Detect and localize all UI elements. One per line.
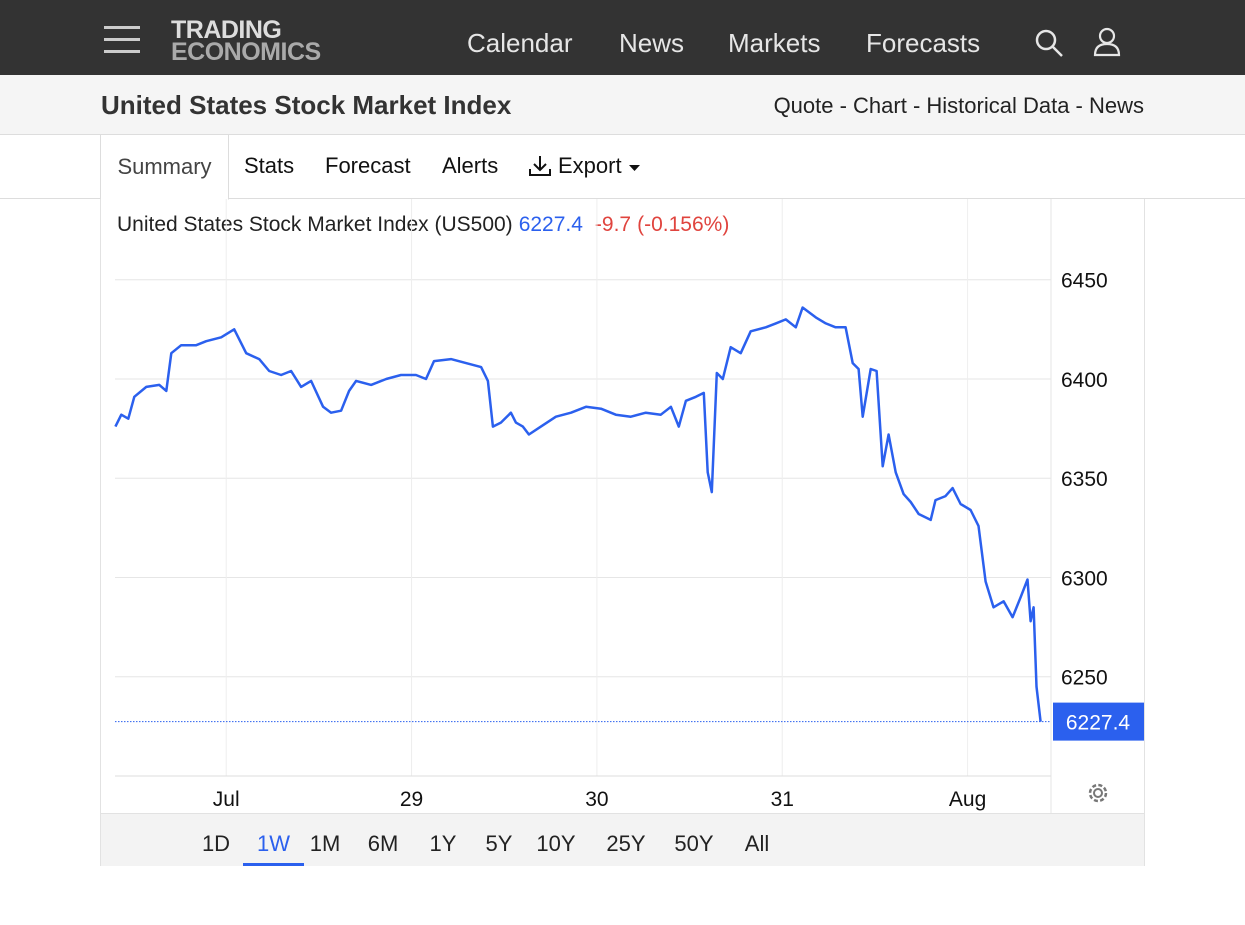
range-button[interactable]: 1M [309, 831, 341, 856]
x-tick-label: 31 [771, 788, 794, 811]
range-button[interactable]: 1W [243, 814, 304, 866]
nav-link[interactable]: Calendar [467, 28, 573, 58]
tab-row: Summary Stats Forecast Alerts Export [0, 134, 1245, 200]
x-tick-label: Jul [213, 788, 240, 811]
user-icon[interactable] [1093, 27, 1121, 57]
last-value-label: 6227.4 [1066, 712, 1131, 735]
range-button[interactable]: All [744, 831, 770, 856]
x-tick-label: 30 [585, 788, 608, 811]
x-tick-label: 29 [400, 788, 423, 811]
settings-icon[interactable] [1088, 783, 1108, 803]
title-bar: United States Stock Market Index Quote -… [0, 75, 1245, 135]
search-icon[interactable] [1034, 28, 1064, 58]
logo-bottom: ECONOMICS [171, 38, 321, 66]
y-tick-label: 6350 [1061, 468, 1108, 491]
range-button[interactable]: 25Y [606, 831, 646, 856]
nav-link[interactable]: Markets [728, 28, 821, 58]
logo[interactable]: TRADING ECONOMICS [171, 16, 321, 66]
breadcrumb-links[interactable]: Quote - Chart - Historical Data - News [773, 93, 1144, 118]
range-button[interactable]: 1D [201, 831, 231, 856]
menu-icon[interactable] [104, 26, 142, 56]
chart-legend: United States Stock Market Index (US500)… [117, 213, 729, 236]
range-button[interactable]: 50Y [674, 831, 714, 856]
range-bar: 1D 1W 1M 6M 1Y 5Y 10Y 25Y 50Y All [101, 813, 1144, 866]
page-title: United States Stock Market Index [101, 90, 512, 120]
nav-link[interactable]: Forecasts [866, 28, 981, 58]
top-bar: TRADING ECONOMICS Calendar News Markets … [0, 0, 1245, 75]
tab[interactable]: Forecast [325, 153, 411, 178]
y-tick-label: 6250 [1061, 667, 1108, 690]
legend-price: 6227.4 [519, 213, 584, 236]
tab[interactable]: Stats [244, 153, 295, 178]
y-tick-label: 6400 [1061, 369, 1108, 392]
y-tick-label: 6300 [1061, 567, 1108, 590]
range-button[interactable]: 6M [367, 831, 399, 856]
legend-change-pct: (-0.156%) [637, 213, 729, 236]
range-button[interactable]: 1Y [429, 831, 457, 856]
range-button[interactable]: 10Y [536, 831, 576, 856]
last-value-badge [1053, 702, 1144, 741]
chart: United States Stock Market Index (US500)… [114, 199, 1144, 813]
price-line [114, 306, 1042, 722]
range-button[interactable]: 5Y [485, 831, 513, 856]
nav-link[interactable]: News [619, 28, 685, 58]
tab[interactable]: Export [558, 153, 622, 178]
tab[interactable]: Summary [100, 134, 229, 200]
legend-title: United States Stock Market Index (US500) [117, 213, 513, 236]
tab[interactable]: Alerts [442, 153, 499, 178]
chart-box: United States Stock Market Index (US500)… [100, 199, 1145, 866]
logo-top: TRADING [171, 16, 282, 44]
legend-change: -9.7 [595, 213, 631, 236]
x-tick-label: Aug [949, 788, 986, 811]
dropdown-caret [629, 165, 640, 171]
y-tick-label: 6450 [1061, 270, 1108, 293]
download-icon [529, 156, 551, 176]
